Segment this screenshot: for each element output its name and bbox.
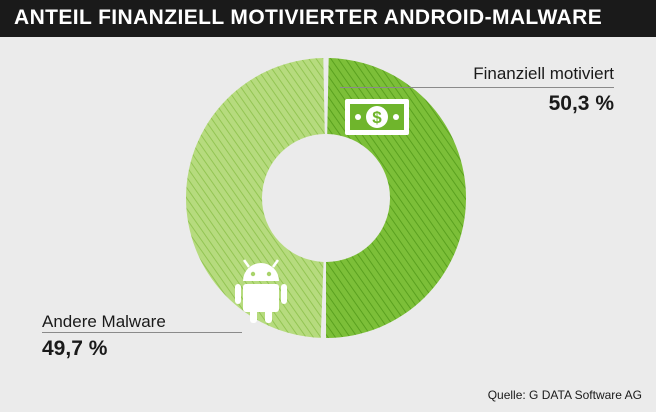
source-note: Quelle: G DATA Software AG (487, 388, 642, 402)
leader-line-left (42, 332, 242, 333)
slice-value-andere: 49,7 % (42, 337, 108, 360)
title-bar: ANTEIL FINANZIELL MOTIVIERTER ANDROID-MA… (0, 0, 656, 37)
slice-label-finanziell: Finanziell motiviert (473, 64, 614, 83)
donut-chart: $ (186, 58, 467, 338)
slice-value-finanziell: 50,3 % (548, 92, 614, 115)
money-icon: $ (345, 99, 409, 135)
slice-label-andere: Andere Malware (42, 312, 166, 331)
leader-line-right (340, 87, 614, 88)
android-icon (235, 259, 287, 323)
svg-text:$: $ (372, 108, 382, 127)
chart-title: ANTEIL FINANZIELL MOTIVIERTER ANDROID-MA… (14, 6, 603, 29)
donut-slice-andere (186, 58, 325, 338)
